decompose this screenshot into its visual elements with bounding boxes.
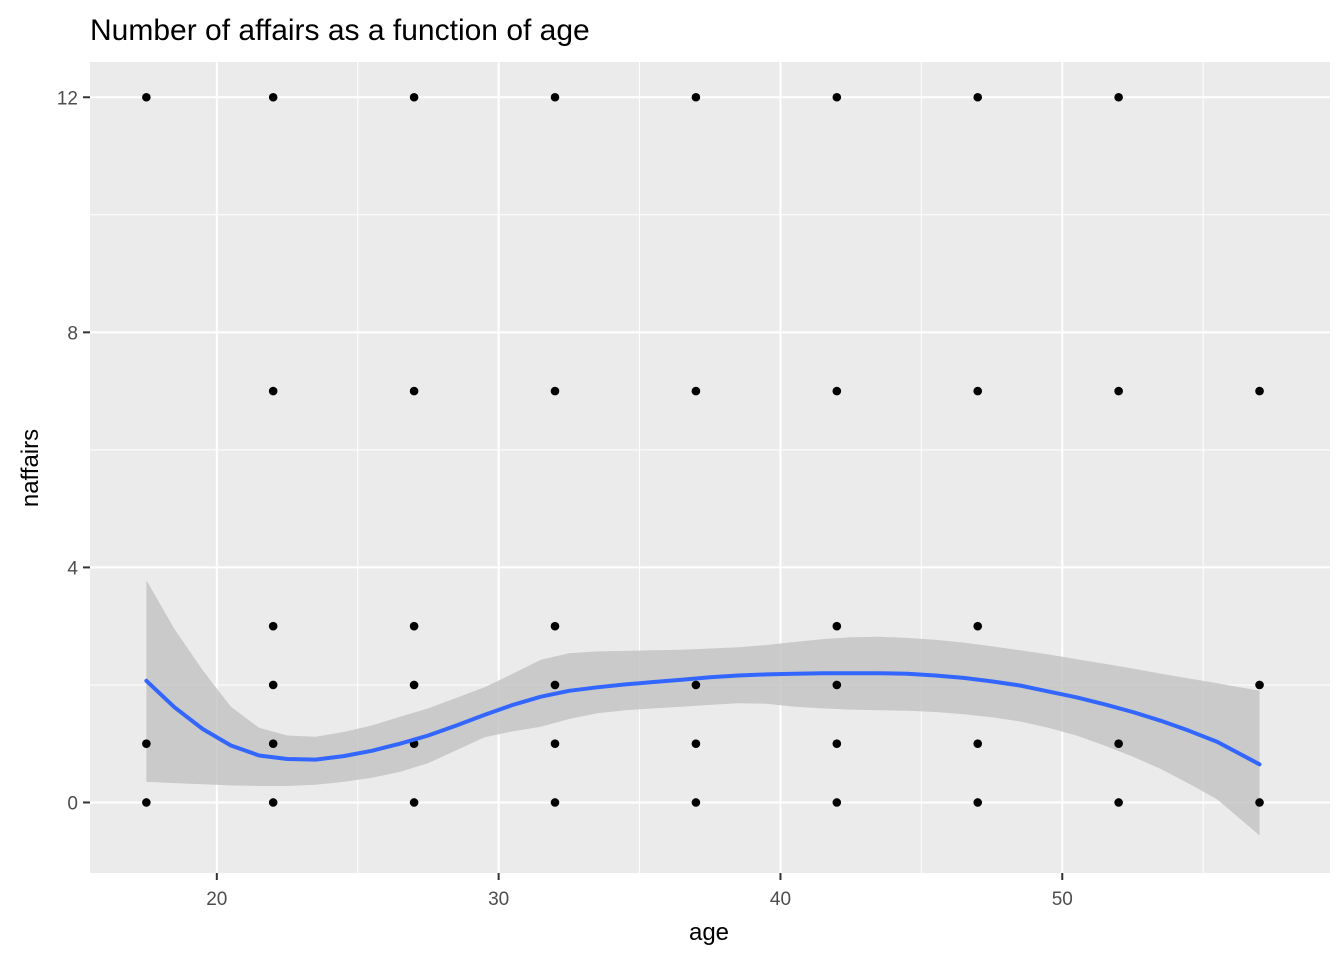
- y-tick-label: 4: [67, 558, 78, 579]
- chart-title: Number of affairs as a function of age: [90, 14, 590, 47]
- data-point: [691, 739, 701, 749]
- data-point: [1255, 680, 1264, 690]
- data-point: [550, 621, 560, 631]
- data-point: [550, 798, 560, 807]
- data-point: [832, 386, 842, 396]
- data-point: [832, 680, 842, 690]
- data-points: [142, 92, 1264, 807]
- x-tick-label: 40: [770, 889, 791, 910]
- data-point: [1114, 798, 1123, 807]
- data-point: [832, 92, 842, 102]
- data-point: [142, 798, 151, 807]
- data-point: [550, 92, 560, 102]
- axes: 20 30 40 50 0 4 8 12: [57, 88, 1073, 910]
- data-point: [142, 739, 151, 749]
- data-point: [409, 386, 419, 396]
- data-point: [409, 680, 419, 690]
- data-point: [550, 739, 560, 749]
- data-point: [268, 92, 278, 102]
- confidence-ribbon: [146, 580, 1260, 836]
- data-point: [268, 680, 278, 690]
- data-point: [691, 92, 701, 102]
- data-point: [550, 386, 560, 396]
- data-point: [973, 798, 983, 807]
- data-point: [409, 92, 419, 102]
- data-point: [832, 739, 842, 749]
- data-point: [691, 680, 701, 690]
- data-point: [550, 680, 560, 690]
- smooth-curve: [144, 671, 1262, 767]
- data-point: [1255, 798, 1264, 807]
- data-point: [268, 798, 278, 807]
- x-tick-label: 30: [488, 889, 509, 910]
- data-point: [142, 92, 151, 102]
- data-point: [1114, 386, 1123, 396]
- data-point: [691, 386, 701, 396]
- data-point: [973, 739, 983, 749]
- confidence-band: [146, 580, 1260, 836]
- data-point: [691, 798, 701, 807]
- y-tick-label: 0: [67, 793, 78, 814]
- y-axis-label: naffairs: [17, 429, 44, 507]
- data-point: [1114, 92, 1123, 102]
- data-point: [832, 798, 842, 807]
- y-tick-label: 8: [67, 323, 78, 344]
- data-point: [973, 621, 983, 631]
- data-point: [268, 739, 278, 749]
- x-axis-label: age: [689, 919, 729, 946]
- data-point: [832, 621, 842, 631]
- data-point: [1255, 386, 1264, 396]
- data-point: [973, 92, 983, 102]
- data-point: [268, 621, 278, 631]
- smooth-line: [144, 671, 1262, 767]
- data-point: [409, 621, 419, 631]
- data-point: [1114, 739, 1123, 749]
- y-tick-label: 12: [57, 88, 78, 109]
- data-point: [268, 386, 278, 396]
- x-tick-label: 20: [206, 889, 227, 910]
- grid-lines: [90, 62, 1330, 873]
- x-tick-label: 50: [1052, 889, 1073, 910]
- data-point: [973, 386, 983, 396]
- data-point: [409, 798, 419, 807]
